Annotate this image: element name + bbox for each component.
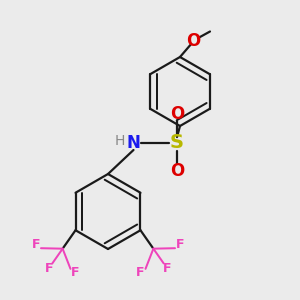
Text: F: F: [71, 266, 80, 279]
Text: O: O: [170, 162, 184, 180]
Text: F: F: [45, 262, 53, 275]
Text: S: S: [170, 133, 184, 152]
Text: F: F: [32, 238, 40, 251]
Text: F: F: [163, 262, 171, 275]
Text: F: F: [176, 238, 184, 251]
Text: O: O: [186, 32, 201, 50]
Text: N: N: [127, 134, 140, 152]
Text: F: F: [136, 266, 145, 279]
Text: H: H: [115, 134, 125, 148]
Text: O: O: [170, 105, 184, 123]
